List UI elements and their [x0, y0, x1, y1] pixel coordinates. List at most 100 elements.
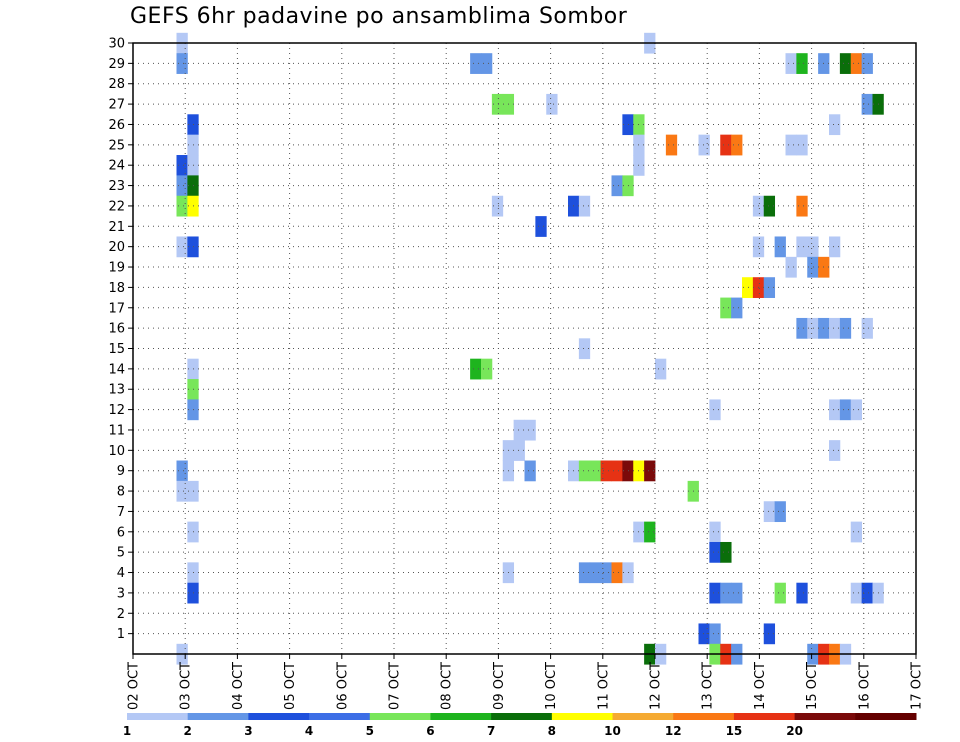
cell-23	[470, 358, 482, 380]
cell-129	[861, 317, 873, 339]
colorbar-swatch-7	[551, 713, 614, 720]
xtick-label-4: 06 OCT	[335, 662, 350, 710]
cell-99	[796, 53, 808, 74]
cell-26	[491, 93, 504, 115]
cell-64	[655, 358, 667, 380]
colorbar-label-3: 3	[244, 724, 252, 738]
cell-83	[731, 582, 743, 604]
colorbar-label-10: 10	[604, 724, 621, 738]
ytick-label-18: 18	[108, 281, 125, 296]
cell-48	[611, 175, 623, 197]
colorbar-label-15: 15	[726, 724, 743, 738]
x-axis-ticks: 02 OCT 03 OCT 04 OCT 05 OCT 06 OCT 07 OCT 08 O…	[127, 654, 925, 710]
cell-94	[774, 501, 786, 523]
cell-114	[829, 236, 841, 258]
xtick-label-6: 08 OCT	[440, 662, 455, 710]
colorbar: 1 2 3 4 5 6 7 8 10 12 15 20	[123, 713, 917, 738]
cell-102	[796, 236, 808, 258]
cell-25	[481, 358, 493, 380]
ytick-label-20: 20	[108, 240, 125, 255]
cell-85	[742, 277, 754, 298]
cell-5	[176, 236, 188, 258]
ytick-label-16: 16	[108, 322, 125, 337]
cell-82	[731, 297, 743, 319]
cell-117	[829, 440, 841, 461]
cell-95	[774, 582, 786, 604]
ytick-label-7: 7	[117, 505, 125, 520]
ytick-label-14: 14	[108, 362, 125, 377]
ytick-label-11: 11	[108, 423, 125, 438]
cell-100	[796, 134, 808, 156]
cell-72	[709, 541, 721, 563]
cell-66	[665, 134, 678, 156]
cell-50	[611, 562, 623, 584]
xtick-label-8: 10 OCT	[544, 662, 559, 710]
cell-91	[763, 501, 776, 523]
cell-68	[698, 134, 710, 156]
colorbar-swatch-6	[491, 713, 553, 720]
ytick-label-21: 21	[108, 220, 125, 235]
cell-69	[698, 623, 710, 645]
ytick-label-3: 3	[117, 586, 125, 601]
colorbar-label-5: 5	[366, 724, 374, 738]
cell-35	[524, 460, 536, 482]
cell-121	[839, 399, 852, 421]
xtick-label-5: 07 OCT	[388, 662, 403, 710]
cell-62	[644, 521, 656, 543]
xtick-label-3: 05 OCT	[283, 662, 298, 710]
cell-47	[600, 562, 612, 584]
cell-27	[491, 195, 504, 217]
cell-22	[470, 53, 482, 74]
cell-37	[546, 93, 558, 115]
cell-123	[850, 53, 863, 74]
cell-97	[785, 134, 797, 156]
cell-96	[785, 53, 797, 74]
cell-127	[861, 53, 873, 74]
cell-73	[709, 582, 721, 604]
cell-70	[709, 399, 721, 421]
ytick-label-13: 13	[108, 383, 125, 398]
cell-130	[861, 582, 873, 604]
cell-43	[578, 562, 591, 584]
cell-107	[807, 317, 819, 339]
cell-119	[839, 53, 852, 74]
cell-2	[176, 155, 188, 176]
colorbar-swatch-2	[248, 713, 310, 720]
colorbar-swatch-9	[673, 713, 735, 720]
cell-layer	[176, 32, 884, 665]
cell-74	[709, 623, 721, 645]
xtick-label-9: 11 OCT	[596, 662, 611, 710]
ytick-label-6: 6	[117, 525, 125, 540]
colorbar-label-2: 2	[184, 724, 192, 738]
colorbar-label-8: 8	[548, 724, 556, 738]
cell-1	[176, 53, 188, 74]
cell-6	[176, 460, 188, 482]
ytick-label-17: 17	[108, 301, 125, 316]
colorbar-label-7: 7	[487, 724, 495, 738]
colorbar-label-6: 6	[426, 724, 434, 738]
ytick-label-23: 23	[108, 179, 125, 194]
cell-128	[861, 93, 873, 115]
cell-7	[176, 480, 188, 502]
colorbar-swatch-5	[430, 713, 492, 720]
xtick-label-0: 02 OCT	[127, 662, 142, 710]
xtick-label-10: 12 OCT	[649, 662, 664, 710]
colorbar-swatch-10	[733, 713, 796, 720]
cell-45	[589, 562, 602, 584]
xtick-label-14: 16 OCT	[857, 662, 872, 710]
colorbar-label-4: 4	[305, 724, 313, 738]
cell-104	[796, 582, 808, 604]
ytick-label-1: 1	[117, 627, 125, 642]
ytick-label-5: 5	[117, 546, 125, 561]
cell-24	[481, 53, 493, 74]
cell-101	[796, 195, 808, 217]
cell-32	[513, 419, 525, 441]
cell-40	[578, 195, 591, 217]
ytick-label-26: 26	[108, 118, 125, 133]
y-axis-ticks: 1234567891011121314151617181920212223242…	[108, 37, 133, 642]
ytick-label-19: 19	[108, 261, 125, 276]
cell-81	[731, 134, 743, 156]
cell-90	[763, 277, 776, 298]
colorbar-label-20: 20	[786, 724, 803, 738]
